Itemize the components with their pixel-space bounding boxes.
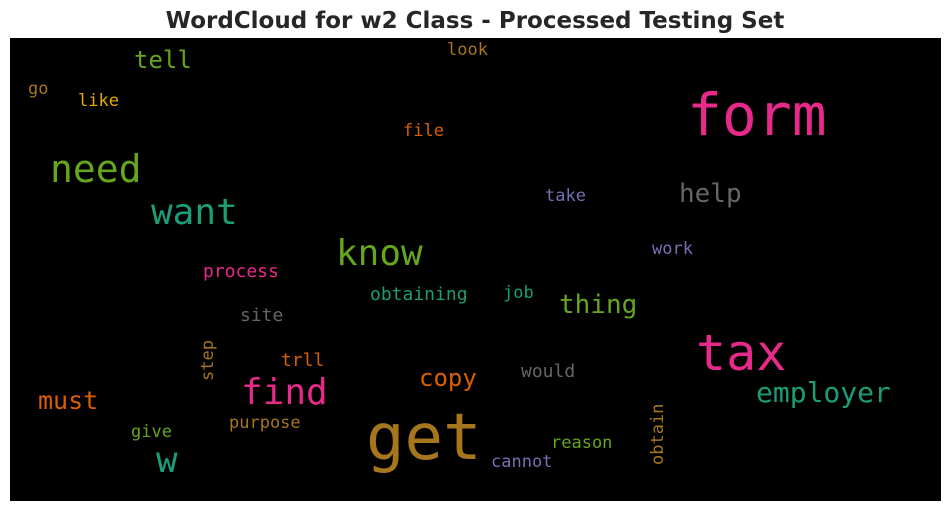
word-want: want — [151, 192, 238, 233]
word-get: get — [366, 401, 482, 475]
word-know: know — [336, 233, 423, 274]
word-form: form — [687, 81, 827, 149]
word-employer: employer — [756, 376, 891, 409]
word-help: help — [679, 179, 742, 209]
word-trll: trll — [281, 350, 325, 371]
word-copy: copy — [419, 364, 477, 392]
word-tell: tell — [134, 46, 192, 74]
word-thing: thing — [559, 290, 638, 320]
word-find: find — [241, 372, 328, 413]
word-tax: tax — [696, 324, 787, 382]
word-would: would — [521, 361, 576, 382]
word-go: go — [28, 79, 49, 99]
word-work: work — [652, 239, 693, 259]
word-purpose: purpose — [229, 413, 301, 433]
word-need: need — [50, 147, 142, 191]
word-obtaining: obtaining — [370, 284, 468, 305]
word-cloud-canvas: form get tax need want know find w employer help t… — [10, 38, 941, 501]
word-reason: reason — [551, 433, 613, 453]
word-give: give — [131, 422, 172, 442]
word-obtain: obtain — [648, 403, 668, 465]
word-process: process — [203, 261, 279, 282]
word-look: look — [447, 40, 488, 60]
word-step: step — [198, 340, 218, 381]
word-site: site — [240, 305, 284, 326]
word-cannot: cannot — [491, 452, 553, 472]
chart-title: WordCloud for w2 Class - Processed Testi… — [165, 8, 785, 34]
word-file: file — [403, 121, 444, 141]
word-like: like — [78, 91, 119, 111]
word-w: w — [156, 440, 178, 481]
word-take: take — [545, 186, 586, 206]
word-job: job — [503, 283, 534, 303]
word-must: must — [38, 386, 99, 415]
